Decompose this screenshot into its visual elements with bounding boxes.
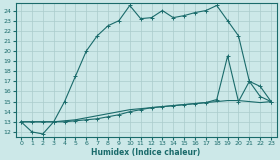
X-axis label: Humidex (Indice chaleur): Humidex (Indice chaleur) (92, 148, 201, 156)
